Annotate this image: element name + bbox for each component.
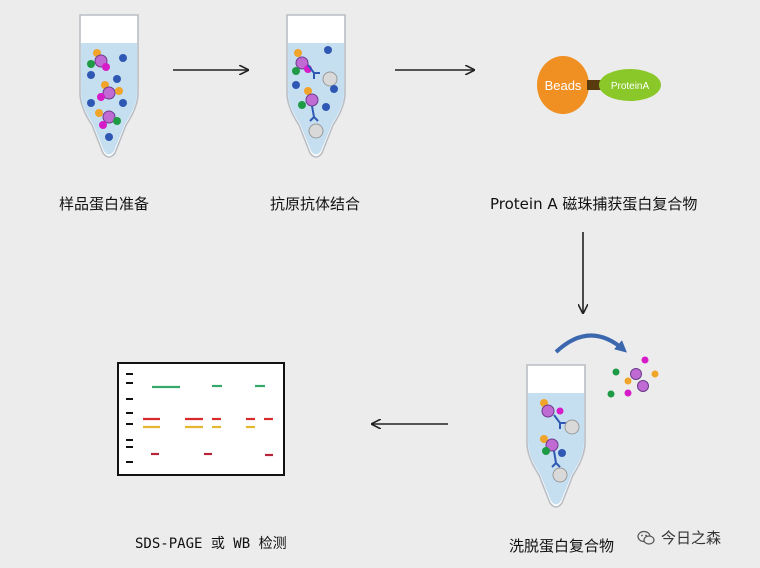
watermark-text: 今日之森 [661,529,722,547]
elution-curve-arrow [554,333,628,354]
proteinA-label: ProteinA [611,81,650,92]
wechat-bubble-icon [637,530,655,545]
released-proteins [607,356,659,398]
tube-sample [79,14,139,158]
proteinA-ellipse [599,69,661,101]
tube-antibody-binding [286,14,346,158]
linker-rect [587,80,603,90]
beads-label: Beads [545,78,582,93]
step3-label: Protein A 磁珠捕获蛋白复合物 [490,195,698,213]
step5-label: SDS-PAGE 或 WB 检测 [135,536,287,552]
step1-label: 样品蛋白准备 [59,195,150,213]
gel-panel [117,362,285,476]
tube-elution [526,364,586,508]
beads-ellipse [537,56,589,114]
beads-proteinA-graphic: Beads ProteinA [537,56,661,114]
watermark: 今日之森 [637,527,721,548]
step2-label: 抗原抗体结合 [270,195,361,213]
step4-label: 洗脱蛋白复合物 [509,537,615,555]
